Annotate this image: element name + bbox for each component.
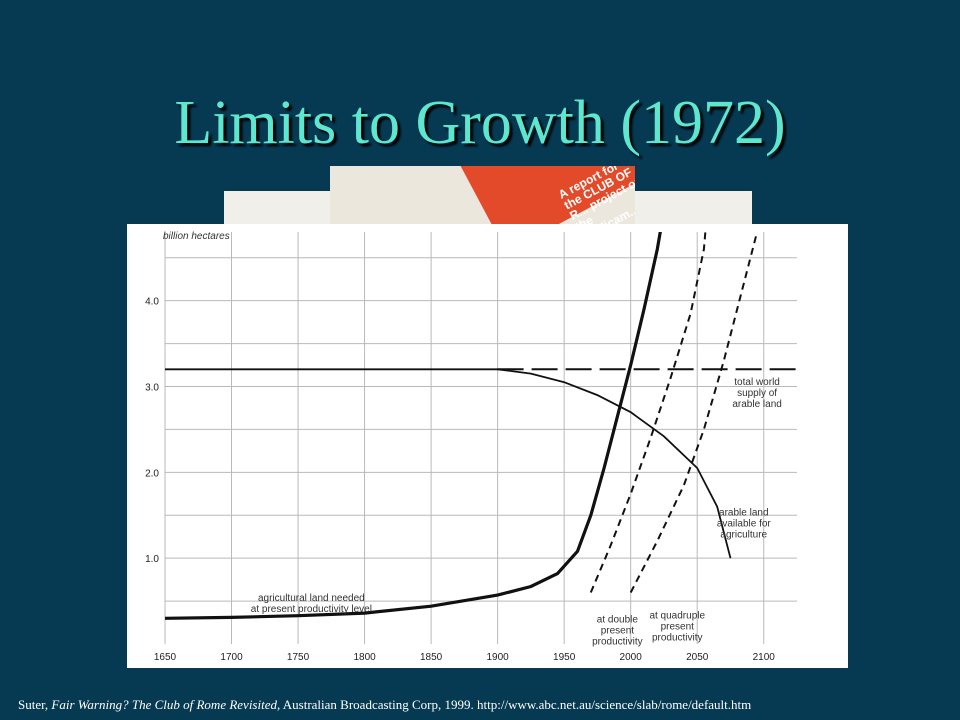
unit-label: billion hectares bbox=[163, 231, 230, 242]
annotation-line: arable land bbox=[732, 399, 781, 410]
annotation-line: available for bbox=[717, 518, 772, 529]
annotation-line: arable land bbox=[719, 507, 768, 518]
y-tick-label: 3.0 bbox=[145, 383, 159, 394]
annotation-line: at quadruple bbox=[649, 610, 705, 621]
agricultural-land-needed-line bbox=[165, 232, 662, 620]
x-tick-label: 1800 bbox=[353, 652, 376, 663]
chart-ticks: 1650 1700 1750 1800 1850 1900 1950 2000 2050 2100… bbox=[145, 297, 775, 663]
x-tick-label: 2000 bbox=[620, 652, 643, 663]
x-tick-label: 1700 bbox=[220, 652, 243, 663]
x-tick-label: 1900 bbox=[487, 652, 510, 663]
annotation-line: productivity bbox=[652, 632, 703, 643]
chart-panel: 1650 1700 1750 1800 1850 1900 1950 2000 2050 2100… bbox=[127, 224, 848, 668]
book-cover-image: A report for the CLUB OF R... project on… bbox=[330, 166, 635, 226]
annotation-line: productivity bbox=[592, 637, 643, 648]
chart-annotation: total world supply of arable land bbox=[732, 377, 781, 410]
chart-annotation: arable land available for agriculture bbox=[717, 507, 772, 540]
annotation-line: present bbox=[661, 621, 695, 632]
annotation-line: at present productivity level bbox=[251, 604, 372, 615]
chart-grid bbox=[164, 232, 797, 644]
arable-land-available-line bbox=[165, 368, 732, 559]
annotation-line: agriculture bbox=[720, 529, 767, 540]
y-tick-label: 2.0 bbox=[145, 468, 159, 479]
y-tick-label: 1.0 bbox=[145, 554, 159, 565]
chart-annotation: at quadruple present productivity bbox=[649, 610, 705, 643]
caption-publisher: Australian Broadcasting Corp, 1999. http… bbox=[280, 697, 752, 712]
caption-work: Fair Warning? The Club of Rome Revisited… bbox=[51, 697, 281, 712]
x-tick-label: 1950 bbox=[553, 652, 576, 663]
slide-title: Limits to Growth (1972) bbox=[174, 89, 786, 157]
quadruple-productivity-line bbox=[629, 232, 759, 593]
annotation-line: total world bbox=[734, 377, 780, 388]
source-caption: Suter, Fair Warning? The Club of Rome Re… bbox=[18, 697, 948, 713]
land-use-chart: 1650 1700 1750 1800 1850 1900 1950 2000 2050 2100… bbox=[145, 231, 797, 663]
annotation-line: supply of bbox=[737, 388, 777, 399]
annotation-line: agricultural land needed bbox=[258, 593, 365, 604]
x-tick-label: 2100 bbox=[753, 652, 776, 663]
x-tick-label: 1850 bbox=[420, 652, 443, 663]
chart-annotation: agricultural land needed at present produ… bbox=[251, 593, 372, 615]
y-tick-label: 4.0 bbox=[145, 297, 159, 308]
x-tick-label: 1750 bbox=[287, 652, 310, 663]
chart-series bbox=[165, 232, 797, 620]
caption-author: Suter, bbox=[18, 697, 52, 712]
x-tick-label: 2050 bbox=[686, 652, 709, 663]
annotation-line: at double bbox=[597, 615, 639, 626]
x-tick-label: 1650 bbox=[154, 652, 177, 663]
chart-annotation: at double present productivity bbox=[592, 615, 643, 648]
double-productivity-line bbox=[589, 232, 707, 593]
annotation-line: present bbox=[601, 626, 635, 637]
